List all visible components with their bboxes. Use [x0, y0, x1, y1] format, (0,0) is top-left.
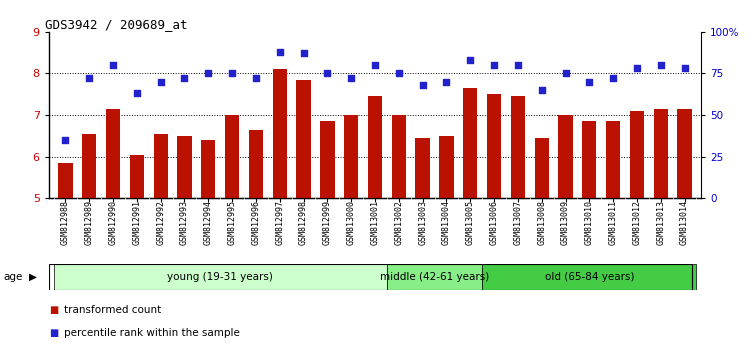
Point [536, 87, 548, 93]
Text: GSM812991: GSM812991 [132, 200, 141, 245]
Text: GSM813003: GSM813003 [419, 200, 428, 245]
Bar [677, 109, 692, 198]
Bar [535, 138, 549, 198]
Text: GSM813007: GSM813007 [514, 200, 523, 245]
Point [560, 71, 572, 76]
Text: GSM813009: GSM813009 [561, 200, 570, 245]
Text: GSM813013: GSM813013 [656, 200, 665, 245]
Point [679, 65, 691, 71]
Bar [392, 115, 406, 198]
Text: GSM813004: GSM813004 [442, 200, 451, 245]
Bar [511, 96, 525, 198]
Point [178, 76, 190, 81]
Point [393, 71, 405, 76]
Bar [463, 88, 478, 198]
Text: GSM813001: GSM813001 [370, 200, 380, 245]
Bar [582, 121, 596, 198]
Bar [606, 121, 620, 198]
Point [345, 76, 357, 81]
Bar [387, 264, 482, 290]
Bar [630, 111, 644, 198]
Text: age: age [4, 272, 23, 282]
Text: percentile rank within the sample: percentile rank within the sample [64, 328, 240, 338]
Bar [440, 136, 454, 198]
Text: ▶: ▶ [28, 272, 37, 282]
Bar [320, 121, 334, 198]
Text: GSM812992: GSM812992 [156, 200, 165, 245]
Point [154, 79, 166, 85]
Point [584, 79, 596, 85]
Text: GSM813000: GSM813000 [346, 200, 355, 245]
Text: middle (42-61 years): middle (42-61 years) [380, 272, 489, 282]
Text: GSM813005: GSM813005 [466, 200, 475, 245]
Bar [53, 264, 387, 290]
Text: GSM813011: GSM813011 [609, 200, 618, 245]
Bar [249, 130, 263, 198]
Point [298, 51, 310, 56]
Text: GSM813014: GSM813014 [680, 200, 689, 245]
Point [369, 62, 381, 68]
Text: GSM812995: GSM812995 [227, 200, 236, 245]
Bar [58, 163, 73, 198]
Text: GSM812996: GSM812996 [251, 200, 260, 245]
Text: GDS3942 / 209689_at: GDS3942 / 209689_at [46, 18, 188, 31]
Text: ■: ■ [49, 328, 58, 338]
Point [202, 71, 214, 76]
Point [107, 62, 119, 68]
Point [59, 137, 71, 143]
Bar [558, 115, 573, 198]
Point [608, 76, 619, 81]
Text: GSM813012: GSM813012 [632, 200, 641, 245]
Text: GSM812998: GSM812998 [299, 200, 308, 245]
Bar [653, 109, 668, 198]
Bar [272, 69, 287, 198]
Bar [344, 115, 358, 198]
Text: GSM812988: GSM812988 [61, 200, 70, 245]
Point [130, 91, 142, 96]
Bar [225, 115, 239, 198]
Point [226, 71, 238, 76]
Bar [487, 94, 501, 198]
Bar [82, 134, 97, 198]
Point [440, 79, 452, 85]
Text: GSM813006: GSM813006 [490, 200, 499, 245]
Point [250, 76, 262, 81]
Bar [416, 138, 430, 198]
Point [321, 71, 333, 76]
Bar [154, 134, 168, 198]
Bar [368, 96, 382, 198]
Text: GSM812999: GSM812999 [322, 200, 332, 245]
Point [83, 76, 95, 81]
Point [274, 49, 286, 55]
Point [655, 62, 667, 68]
Bar [177, 136, 192, 198]
Text: GSM812989: GSM812989 [85, 200, 94, 245]
Text: GSM812994: GSM812994 [204, 200, 213, 245]
Text: transformed count: transformed count [64, 305, 161, 315]
Bar [201, 140, 215, 198]
Text: GSM813008: GSM813008 [537, 200, 546, 245]
Text: old (65-84 years): old (65-84 years) [544, 272, 634, 282]
Point [464, 57, 476, 63]
Point [631, 65, 643, 71]
Point [488, 62, 500, 68]
Text: GSM812990: GSM812990 [109, 200, 118, 245]
Text: GSM813002: GSM813002 [394, 200, 404, 245]
Text: GSM812997: GSM812997 [275, 200, 284, 245]
Text: young (19-31 years): young (19-31 years) [167, 272, 273, 282]
Text: ■: ■ [49, 305, 58, 315]
Bar [482, 264, 697, 290]
Text: GSM813010: GSM813010 [585, 200, 594, 245]
Bar [106, 109, 120, 198]
Point [417, 82, 429, 88]
Bar [130, 155, 144, 198]
Text: GSM812993: GSM812993 [180, 200, 189, 245]
Bar [296, 80, 310, 198]
Point [512, 62, 524, 68]
